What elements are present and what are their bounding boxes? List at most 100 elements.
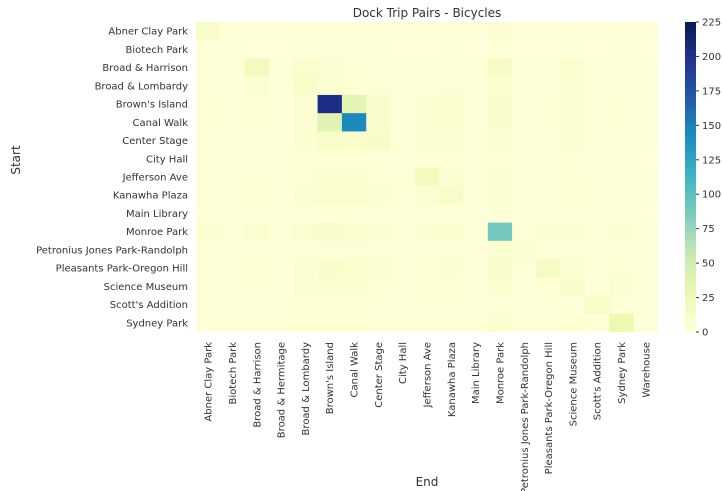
- colorbar-segment: [685, 218, 696, 223]
- heatmap-cell: [293, 295, 318, 315]
- heatmap-cell: [633, 204, 659, 223]
- heatmap-cell: [341, 167, 367, 187]
- heatmap-cell: [512, 167, 537, 187]
- heatmap-cell: [196, 94, 221, 114]
- row-tick-label: Monroe Park: [126, 227, 188, 238]
- heatmap-cell: [220, 94, 245, 114]
- heatmap-cell: [317, 167, 343, 187]
- colorbar-segment: [685, 228, 696, 233]
- heatmap-cell: [487, 149, 513, 169]
- heatmap-cell: [463, 58, 489, 78]
- heatmap-cell: [633, 113, 659, 132]
- heatmap-cell: [390, 94, 416, 114]
- colorbar-segment: [685, 301, 696, 305]
- heatmap-cell: [463, 40, 489, 59]
- heatmap-cell: [244, 240, 270, 260]
- heatmap-cell: [560, 186, 586, 205]
- heatmap-cell: [366, 76, 391, 96]
- heatmap-cell: [244, 186, 270, 205]
- column-tick-label: Pleasants Park-Oregon Hill: [544, 342, 555, 474]
- heatmap-cell: [220, 22, 245, 41]
- heatmap-cell: [293, 131, 318, 150]
- colorbar-segment: [685, 32, 696, 37]
- heatmap-cell: [366, 259, 391, 278]
- heatmap-cell: [512, 313, 537, 333]
- heatmap-cell: [268, 40, 294, 59]
- heatmap-cell: [536, 40, 562, 59]
- column-tick-label: Kanawha Plaza: [447, 342, 458, 417]
- heatmap-cell: [244, 113, 270, 132]
- heatmap-cell: [341, 277, 367, 296]
- heatmap-cell: [585, 76, 610, 96]
- heatmap-cell: [390, 58, 416, 78]
- heatmap-cell: [560, 313, 586, 333]
- heatmap-cell: [463, 149, 489, 169]
- heatmap-cell: [390, 113, 416, 132]
- colorbar-segment: [685, 22, 696, 26]
- heatmap-cell: [463, 240, 489, 260]
- heatmap-cells: [196, 22, 659, 333]
- colorbar-segment: [685, 135, 696, 140]
- heatmap-cell: [439, 204, 464, 223]
- heatmap-cell: [341, 259, 367, 278]
- heatmap-cell: [317, 295, 343, 315]
- heatmap-cell: [536, 240, 562, 260]
- heatmap-cell: [633, 222, 659, 242]
- heatmap-cell: [439, 222, 464, 242]
- heatmap-cell: [536, 58, 562, 78]
- column-tick-label: Monroe Park: [495, 342, 506, 404]
- heatmap-cell: [536, 186, 562, 205]
- heatmap-cell: [196, 186, 221, 205]
- heatmap-cell: [293, 22, 318, 41]
- heatmap-cell: [512, 94, 537, 114]
- heatmap-cell: [317, 204, 343, 223]
- colorbar-segment: [685, 139, 696, 143]
- heatmap-cell: [341, 186, 367, 205]
- colorbar-segment: [685, 235, 696, 240]
- heatmap-cell: [220, 131, 245, 150]
- heatmap-cell: [487, 313, 513, 333]
- heatmap-cell: [536, 149, 562, 169]
- row-tick-label: Main Library: [126, 209, 188, 220]
- heatmap-cell: [414, 259, 440, 278]
- row-tick-label: Scott's Addition: [110, 300, 188, 311]
- heatmap-cell: [560, 58, 586, 78]
- heatmap-cell: [439, 313, 464, 333]
- colorbar-segment: [685, 225, 696, 230]
- heatmap-cell: [268, 240, 294, 260]
- heatmap-cell: [341, 131, 367, 150]
- heatmap-cell: [366, 149, 391, 169]
- heatmap-cell: [609, 222, 634, 242]
- heatmap-cell: [196, 131, 221, 150]
- colorbar-segment: [685, 66, 696, 71]
- colorbar-segment: [685, 70, 696, 75]
- heatmap-cell: [487, 240, 513, 260]
- heatmap-cell: [196, 58, 221, 78]
- colorbar-segment: [685, 259, 696, 264]
- heatmap-cell: [609, 295, 634, 315]
- heatmap-cell: [366, 94, 391, 114]
- heatmap-cell: [633, 131, 659, 150]
- colorbar-segment: [685, 121, 696, 126]
- colorbar-segment: [685, 46, 696, 50]
- heatmap-cell: [220, 240, 245, 260]
- colorbar-segment: [685, 177, 696, 181]
- colorbar-segment: [685, 49, 696, 54]
- heatmap-cell: [487, 94, 513, 114]
- colorbar-segment: [685, 80, 696, 85]
- heatmap-cell: [293, 240, 318, 260]
- heatmap-cell: [341, 58, 367, 78]
- heatmap-cell: [536, 204, 562, 223]
- colorbar-segment: [685, 304, 696, 309]
- heatmap-cell: [633, 76, 659, 96]
- heatmap-cell: [536, 222, 562, 242]
- heatmap-cell: [463, 167, 489, 187]
- heatmap-cell: [220, 186, 245, 205]
- heatmap-cell: [244, 76, 270, 96]
- heatmap-cell: [609, 58, 634, 78]
- colorbar-segment: [685, 173, 696, 178]
- column-tick-label: Center Stage: [374, 342, 385, 408]
- colorbar-segment: [685, 187, 696, 192]
- colorbar-segment: [685, 273, 696, 278]
- colorbar-segment: [685, 290, 696, 295]
